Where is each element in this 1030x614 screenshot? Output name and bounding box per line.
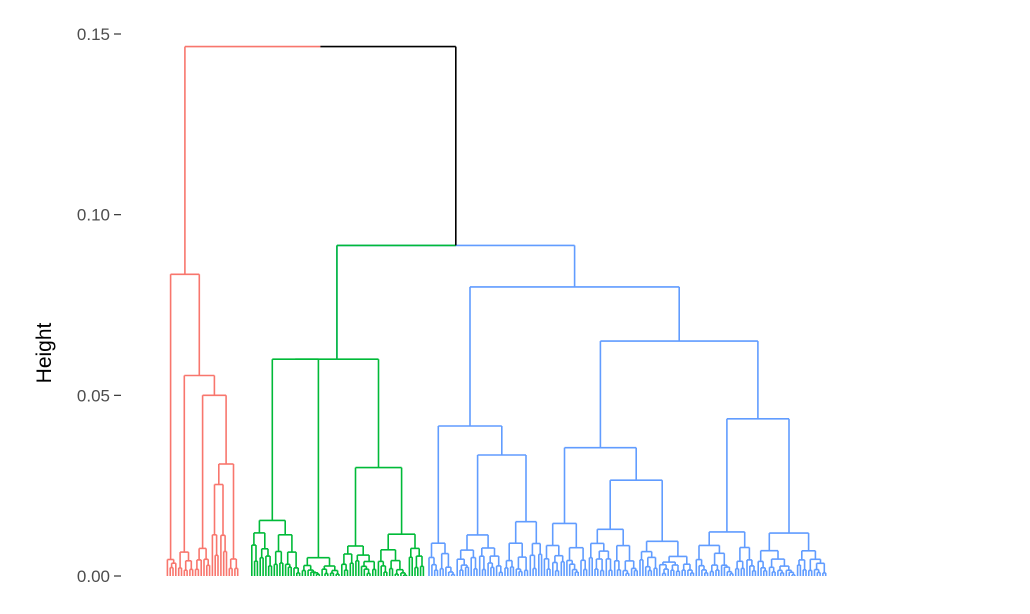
- y-tick-label: 0.05: [77, 386, 110, 405]
- y-axis: 0.00 0.05 0.10 0.15: [77, 25, 121, 586]
- y-tick-label: 0.00: [77, 567, 110, 586]
- dendrogram-tree: [166, 45, 827, 576]
- y-tick-label: 0.15: [77, 25, 110, 44]
- y-tick-label: 0.10: [77, 206, 110, 225]
- y-axis-title: Height: [33, 322, 56, 383]
